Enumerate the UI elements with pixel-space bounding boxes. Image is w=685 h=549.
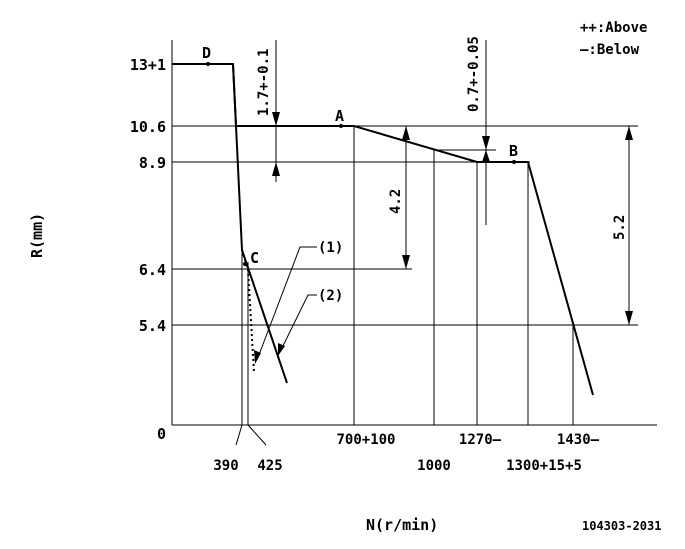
- dim2-arrow-bottom: [482, 150, 490, 162]
- y-tick-8-9: 8.9: [139, 154, 166, 172]
- dim4-arrow-top: [625, 126, 633, 140]
- tick-390: [235, 424, 243, 446]
- point-c-label: C: [250, 249, 259, 267]
- dim3-arrow-bottom: [402, 255, 410, 269]
- dotted-branch: [241, 249, 255, 373]
- x-tick-1270: 1270—: [459, 432, 502, 448]
- callout-2-leader: [279, 294, 317, 353]
- callout-1-label: (1): [318, 240, 343, 256]
- point-a-label: A: [335, 107, 344, 125]
- legend-below: —:Below: [580, 42, 640, 58]
- x-tick-1000: 1000: [417, 458, 451, 474]
- callout-2-arrow: [278, 343, 285, 356]
- y-axis-title: R(mm): [28, 213, 46, 258]
- dim4-arrow-bottom: [625, 311, 633, 325]
- dim3-label: 4.2: [388, 189, 404, 214]
- legend-above: ++:Above: [580, 20, 647, 36]
- tick-425: [247, 424, 267, 446]
- point-d-marker: [206, 62, 210, 66]
- dim1-arrow-top: [272, 112, 280, 126]
- callout-1-arrow: [254, 350, 261, 364]
- callout-2-label: (2): [318, 288, 343, 304]
- dim1-arrow-bottom: [272, 162, 280, 176]
- point-b-label: B: [509, 142, 518, 160]
- figure-code: 104303-2031: [582, 519, 661, 533]
- x-axis-title: N(r/min): [366, 516, 438, 534]
- y-tick-6-4: 6.4: [139, 261, 166, 279]
- dim2-label: 0.7+-0.05: [466, 36, 482, 112]
- dim3-arrow-top: [402, 126, 410, 140]
- y-tick-13: 13+1: [130, 56, 166, 74]
- point-a-marker: [339, 124, 343, 128]
- point-c-marker: [243, 262, 247, 266]
- x-tick-1430: 1430—: [557, 432, 600, 448]
- y-tick-5-4: 5.4: [139, 317, 166, 335]
- point-d-label: D: [202, 44, 211, 62]
- x-tick-390: 390: [213, 458, 238, 474]
- point-b-marker: [512, 160, 516, 164]
- callout-1-leader: [256, 246, 317, 361]
- y-tick-10-6: 10.6: [130, 118, 166, 136]
- y-tick-0: 0: [157, 425, 166, 443]
- x-tick-1300: 1300+15+5: [506, 458, 582, 474]
- dim1-label: 1.7+-0.1: [256, 49, 272, 116]
- dim4-label: 5.2: [612, 215, 628, 240]
- dim2-arrow-top: [482, 136, 490, 150]
- x-tick-425: 425: [257, 458, 282, 474]
- x-tick-700: 700+100: [336, 432, 395, 448]
